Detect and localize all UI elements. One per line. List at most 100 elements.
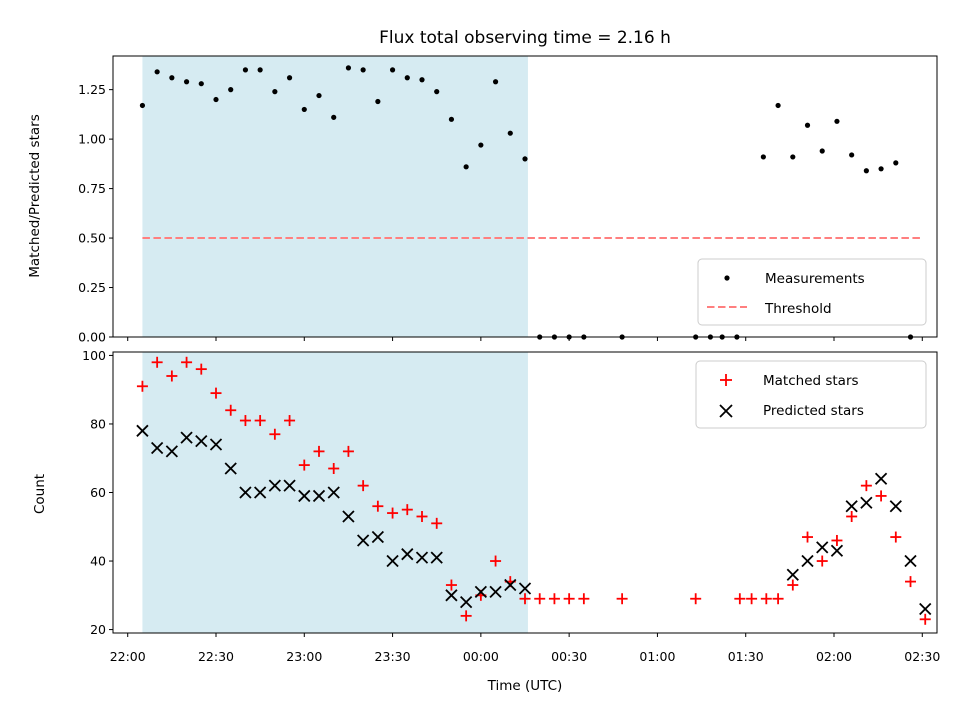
predicted-star-point	[489, 585, 502, 599]
predicted-star-point	[504, 578, 517, 592]
predicted-star-point	[401, 548, 414, 561]
matched-star-point	[519, 593, 531, 605]
matched-star-point	[563, 593, 575, 605]
predicted-star-point	[283, 479, 296, 492]
matched-star-point	[460, 610, 472, 622]
predicted-star-point	[239, 486, 252, 499]
measurement-point	[893, 160, 899, 166]
x-tick-label: 23:00	[286, 649, 322, 664]
measurement-point	[316, 92, 322, 99]
measurement-point	[242, 67, 249, 73]
matched-star-point	[357, 480, 369, 492]
matched-star-point	[787, 579, 799, 591]
count-y-axis: 20 40 60 80 100	[82, 348, 113, 637]
predicted-star-point	[860, 496, 873, 509]
count-y-axis-title: Count	[32, 474, 48, 514]
x-tick-label: 23:30	[375, 649, 411, 664]
predicted-star-point	[518, 582, 532, 595]
matched-star-point	[136, 380, 148, 392]
measurement-point	[139, 102, 146, 109]
matched-star-point	[269, 428, 281, 440]
measurement-point	[834, 118, 840, 124]
matched-star-point	[210, 387, 222, 399]
predicted-star-point	[151, 441, 164, 455]
predicted-star-point	[474, 585, 487, 599]
observing-span	[142, 352, 528, 633]
matched-star-point	[734, 593, 746, 605]
matched-star-point	[416, 510, 428, 522]
measurement-point	[478, 142, 484, 148]
predicted-star-point	[195, 434, 208, 448]
predicted-star-point	[904, 554, 917, 568]
matched-star-point	[846, 510, 858, 522]
matched-star-point	[690, 593, 702, 605]
ratio-y-tick-label: 1.00	[78, 132, 106, 147]
predicted-star-point	[816, 541, 829, 554]
predicted-star-point	[327, 486, 340, 499]
predicted-star-point	[268, 479, 281, 492]
count-y-tick-label: 80	[90, 416, 106, 431]
predicted-star-point	[312, 489, 326, 503]
measurement-point	[522, 156, 528, 162]
matched-star-point	[372, 500, 384, 512]
matched-star-point	[284, 415, 296, 427]
predicted-star-point	[209, 438, 223, 451]
x-axis-title: Time (UTC)	[487, 678, 563, 694]
ratio-y-axis-title: Matched/Predicted stars	[27, 114, 43, 277]
matched-star-point	[534, 593, 546, 605]
measurement-point	[507, 130, 513, 136]
legend-predicted-marker	[719, 404, 733, 418]
legend-threshold-label: Threshold	[764, 301, 832, 317]
measurement-point	[183, 79, 190, 85]
x-tick-label: 02:30	[904, 649, 940, 664]
predicted-star-point	[830, 544, 844, 557]
matched-star-point	[298, 459, 310, 471]
matched-star-point	[195, 363, 207, 375]
measurement-point	[272, 89, 278, 95]
predicted-stars-series	[136, 424, 932, 616]
matched-star-point	[578, 593, 590, 605]
measurement-point	[345, 65, 352, 71]
count-y-tick-label: 60	[90, 485, 106, 500]
chart-title: Flux total observing time = 2.16 h	[379, 28, 671, 48]
matched-star-point	[746, 593, 758, 605]
ratio-y-tick-label: 1.25	[78, 82, 106, 97]
predicted-star-point	[386, 554, 399, 568]
matched-star-point	[802, 531, 814, 543]
legend-predicted-label: Predicted stars	[763, 403, 864, 419]
count-y-tick-label: 40	[90, 554, 106, 569]
predicted-star-point	[786, 568, 799, 581]
ratio-y-tick-label: 0.50	[78, 231, 106, 246]
predicted-star-point	[224, 462, 237, 475]
matched-star-point	[328, 463, 340, 475]
ratio-panel-frame	[112, 55, 938, 338]
measurement-point	[404, 75, 410, 81]
measurement-point	[434, 89, 440, 95]
legend-measurements-marker	[724, 275, 730, 281]
x-tick-label: 22:30	[198, 649, 234, 664]
count-x-axis: 22:00 22:30 23:00 23:30 00:00 00:30 01:00 01:30…	[110, 633, 940, 664]
predicted-star-point	[430, 551, 443, 564]
ratio-y-tick-label: 0.75	[78, 181, 106, 196]
x-tick-label: 22:00	[110, 649, 146, 664]
predicted-star-point	[342, 510, 355, 523]
x-tick-label: 01:30	[728, 649, 764, 664]
measurement-point	[213, 96, 219, 103]
ratio-legend: Measurements Threshold	[697, 258, 927, 326]
count-panel: 20 40 60 80 100 22:00 22:30 23:00 23:30 00:00 00:…	[32, 348, 940, 694]
matched-star-point	[166, 370, 178, 382]
measurement-point	[198, 81, 204, 87]
measurement-point	[448, 116, 455, 122]
ratio-legend-box	[697, 258, 927, 326]
matched-star-point	[816, 555, 828, 567]
measurement-point	[463, 164, 469, 170]
count-y-tick-label: 100	[82, 348, 106, 363]
predicted-star-point	[801, 554, 814, 568]
predicted-star-point	[165, 445, 178, 458]
predicted-star-point	[889, 500, 902, 513]
measurement-point	[775, 102, 781, 109]
measurement-point	[228, 87, 234, 93]
measurement-point	[419, 77, 425, 83]
matched-star-point	[490, 555, 502, 567]
x-tick-label: 00:30	[551, 649, 587, 664]
